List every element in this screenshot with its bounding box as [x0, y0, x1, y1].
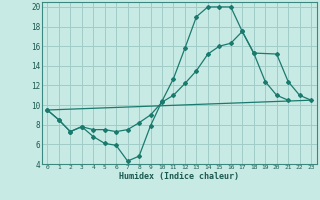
X-axis label: Humidex (Indice chaleur): Humidex (Indice chaleur)	[119, 172, 239, 181]
